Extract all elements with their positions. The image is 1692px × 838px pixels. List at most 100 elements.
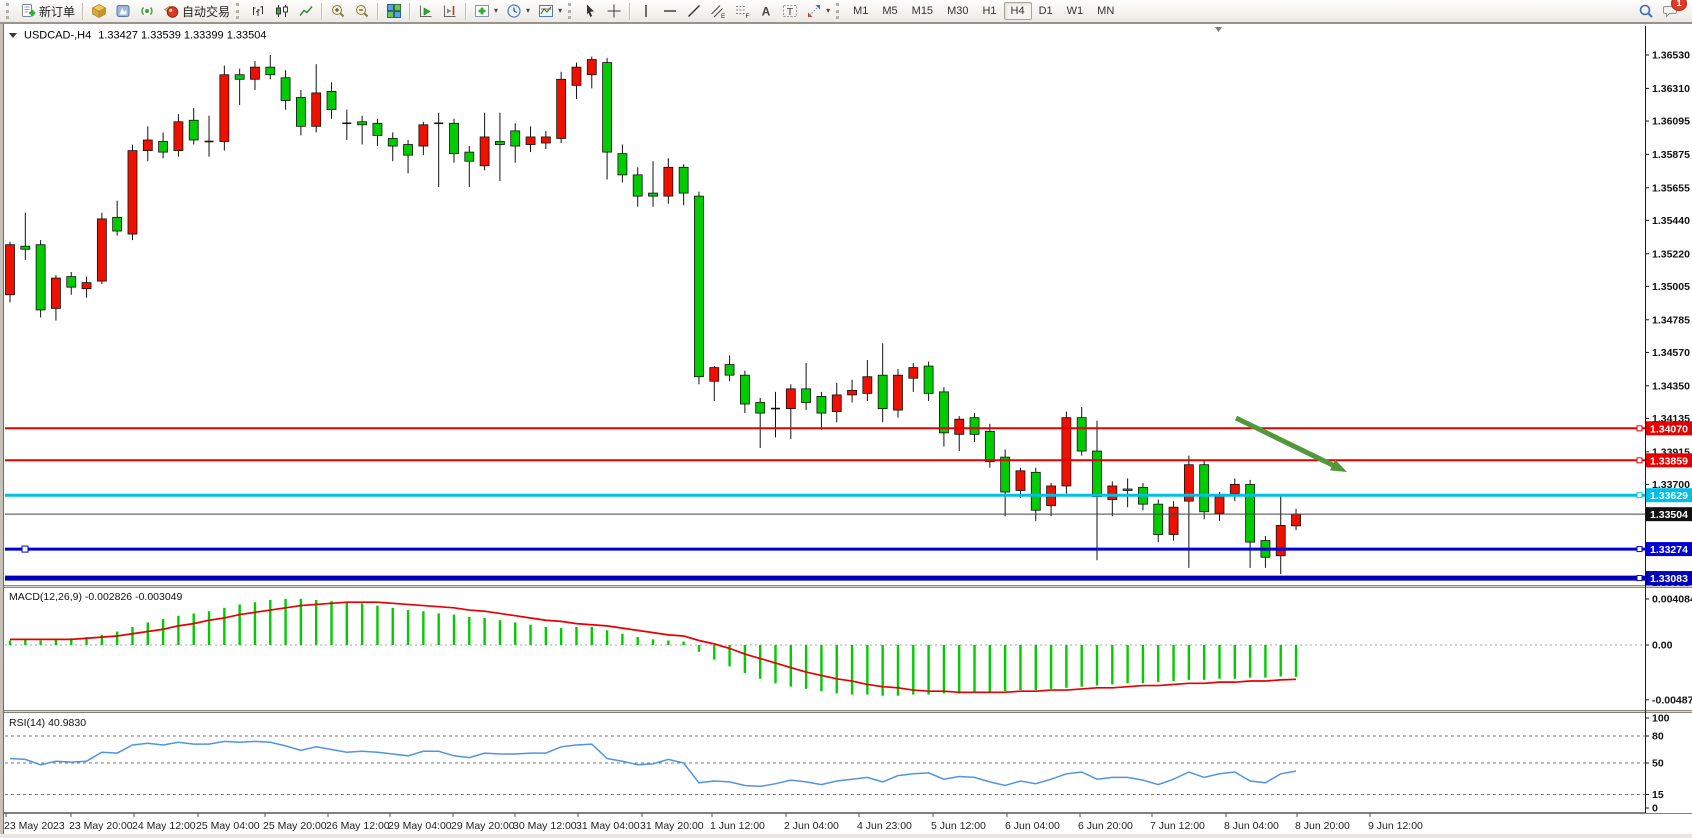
bearish-candle <box>495 141 505 145</box>
toolbar-separator <box>321 2 324 20</box>
bullish-candle <box>586 59 597 76</box>
bearish-candle <box>372 122 383 136</box>
rsi-tick-label: 100 <box>1652 713 1670 725</box>
timeframe-d1-button[interactable]: D1 <box>1038 5 1053 17</box>
time-tick-label: 23 May 2023 <box>4 820 65 832</box>
text-button[interactable]: A <box>754 0 778 23</box>
trend-arrow-annotation[interactable] <box>1234 415 1347 472</box>
bearish-candle <box>510 130 521 147</box>
tile-windows-button[interactable] <box>382 0 406 23</box>
time-tick-label: 31 May 04:00 <box>576 820 640 832</box>
toolbar-separator <box>629 2 632 20</box>
zoom-out-button[interactable] <box>350 0 374 23</box>
line-chart-icon <box>299 6 313 16</box>
bearish-candle <box>923 365 934 394</box>
periods-button[interactable]: ▾ <box>502 0 534 23</box>
price-tick-label: 1.36310 <box>1652 83 1690 95</box>
line-handle[interactable] <box>1636 457 1643 464</box>
line-handle[interactable] <box>1636 425 1643 432</box>
timeframe-m30-button[interactable]: M30 <box>947 5 969 17</box>
time-tick-label: 8 Jun 04:00 <box>1224 820 1279 832</box>
timeframe-mn-button[interactable]: MN <box>1097 5 1115 17</box>
zoom-in-button[interactable] <box>326 0 350 23</box>
bearish-candle <box>739 374 750 405</box>
autotrade-button[interactable]: 自动交易 <box>159 0 234 23</box>
horizontal-line-button[interactable] <box>658 0 682 23</box>
macd-tick-label: 0.00 <box>1652 640 1673 652</box>
bearish-candle <box>280 77 291 101</box>
crosshair-button[interactable] <box>602 0 626 23</box>
bar-chart-button[interactable] <box>246 0 270 23</box>
bearish-candle <box>1199 464 1210 513</box>
fibonacci-button[interactable]: F <box>730 0 754 23</box>
arrows-button[interactable]: ▾ <box>802 0 834 23</box>
timeframe-m15-button[interactable]: M15 <box>911 5 934 17</box>
timeframe-w1-button[interactable]: W1 <box>1066 5 1084 17</box>
bearish-candle <box>1000 456 1011 493</box>
time-tick-label: 31 May 20:00 <box>640 820 704 832</box>
line-chart-button[interactable] <box>294 0 318 23</box>
candlestick-chart-button[interactable] <box>270 0 294 23</box>
time-tick-label: 23 May 20:00 <box>69 820 133 832</box>
auto-scroll-icon <box>420 5 432 17</box>
svg-text:A: A <box>762 5 771 19</box>
bearish-candle <box>694 195 704 378</box>
notifications-button[interactable]: 1 <box>1658 0 1687 23</box>
price-tick-label: 1.34350 <box>1652 380 1690 392</box>
timeframe-h1-button[interactable]: H1 <box>982 5 997 17</box>
bullish-candle <box>831 394 842 413</box>
chart-shift-button[interactable] <box>438 0 462 23</box>
line-handle[interactable] <box>1636 575 1643 582</box>
timeframe-h4-button[interactable]: H4 <box>1003 2 1032 20</box>
signals-button[interactable] <box>135 0 159 23</box>
timeframe-m5-button[interactable]: M5 <box>882 5 898 17</box>
chevron-down-icon[interactable]: ▾ <box>826 6 831 15</box>
rsi-tick-label: 50 <box>1652 758 1664 770</box>
cursor-button[interactable] <box>578 0 602 23</box>
line-handle[interactable] <box>1636 546 1643 553</box>
one-click-trading-toggle[interactable] <box>9 33 17 38</box>
macd-histogram <box>8 598 1298 696</box>
svg-text:E: E <box>721 13 726 19</box>
toolbar-grip[interactable] <box>836 3 842 19</box>
chart-cube-button[interactable] <box>87 0 111 23</box>
bearish-candle <box>755 402 766 414</box>
timeframe-m1-button[interactable]: M1 <box>853 5 869 17</box>
chevron-down-icon[interactable]: ▾ <box>494 6 499 15</box>
new-order-button[interactable]: 新订单 <box>16 0 79 23</box>
time-axis[interactable]: 23 May 2023 23 May 20:00 24 May 12:00 25 Ma… <box>4 813 1423 832</box>
panel-separator[interactable] <box>4 710 1692 713</box>
text-label-button[interactable]: T <box>778 0 802 23</box>
vertical-line-button[interactable] <box>634 0 658 23</box>
bearish-candle <box>188 119 199 141</box>
autotrade-label: 自动交易 <box>182 4 231 19</box>
indicators-button[interactable]: ▾ <box>470 0 502 23</box>
equidistant-channel-button[interactable]: E <box>706 0 730 23</box>
toolbar-grip[interactable] <box>236 3 242 19</box>
bearish-candle <box>1153 503 1164 535</box>
rsi-panel <box>4 712 1645 813</box>
search-button[interactable] <box>1634 0 1658 23</box>
time-tick-label: 29 May 20:00 <box>451 820 515 832</box>
chevron-down-icon[interactable]: ▾ <box>558 6 563 15</box>
line-handle[interactable] <box>1636 492 1643 499</box>
panel-separator[interactable] <box>4 585 1692 588</box>
line-handle[interactable] <box>21 545 29 553</box>
chevron-down-icon[interactable]: ▾ <box>526 6 531 15</box>
auto-scroll-button[interactable] <box>414 0 438 23</box>
bearish-candle <box>1245 484 1256 543</box>
price-tick-label: 1.35440 <box>1652 215 1690 227</box>
templates-button[interactable]: ▾ <box>534 0 566 23</box>
chart-shift-marker[interactable] <box>1215 27 1222 32</box>
chart-background <box>0 23 1692 838</box>
bullish-candle <box>418 124 429 147</box>
trendline-button[interactable] <box>682 0 706 23</box>
toolbar-grip[interactable] <box>6 3 12 19</box>
price-label-1.33859: 1.33859 <box>1646 453 1692 468</box>
bullish-candle <box>862 376 873 394</box>
metaeditor-button[interactable] <box>111 0 135 23</box>
price-tick-label: 1.35655 <box>1652 182 1690 194</box>
window-bottom-strip <box>0 834 1692 838</box>
toolbar-grip[interactable] <box>568 3 574 19</box>
bearish-candle <box>1076 417 1087 452</box>
